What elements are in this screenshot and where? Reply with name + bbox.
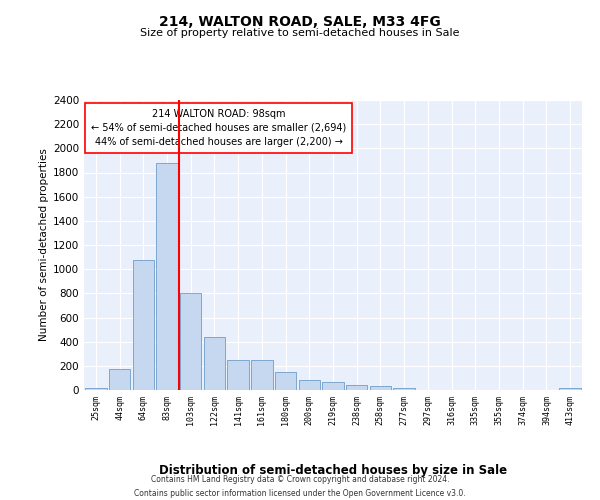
Text: 214 WALTON ROAD: 98sqm
← 54% of semi-detached houses are smaller (2,694)
44% of : 214 WALTON ROAD: 98sqm ← 54% of semi-det…: [91, 108, 346, 146]
Bar: [204, 338, 225, 390]
Bar: [85, 388, 107, 390]
Bar: [394, 388, 415, 390]
Bar: [275, 372, 296, 390]
Text: Contains HM Land Registry data © Crown copyright and database right 2024.
Contai: Contains HM Land Registry data © Crown c…: [134, 476, 466, 498]
Bar: [133, 260, 154, 390]
Bar: [157, 163, 178, 390]
Bar: [109, 370, 130, 390]
Bar: [180, 294, 202, 390]
Bar: [227, 360, 249, 390]
Bar: [370, 386, 391, 390]
Text: Size of property relative to semi-detached houses in Sale: Size of property relative to semi-detach…: [140, 28, 460, 38]
Text: 214, WALTON ROAD, SALE, M33 4FG: 214, WALTON ROAD, SALE, M33 4FG: [159, 15, 441, 29]
Bar: [322, 382, 344, 390]
Bar: [251, 360, 272, 390]
Bar: [346, 384, 367, 390]
Bar: [299, 380, 320, 390]
Bar: [559, 388, 581, 390]
X-axis label: Distribution of semi-detached houses by size in Sale: Distribution of semi-detached houses by …: [159, 464, 507, 477]
Y-axis label: Number of semi-detached properties: Number of semi-detached properties: [39, 148, 49, 342]
